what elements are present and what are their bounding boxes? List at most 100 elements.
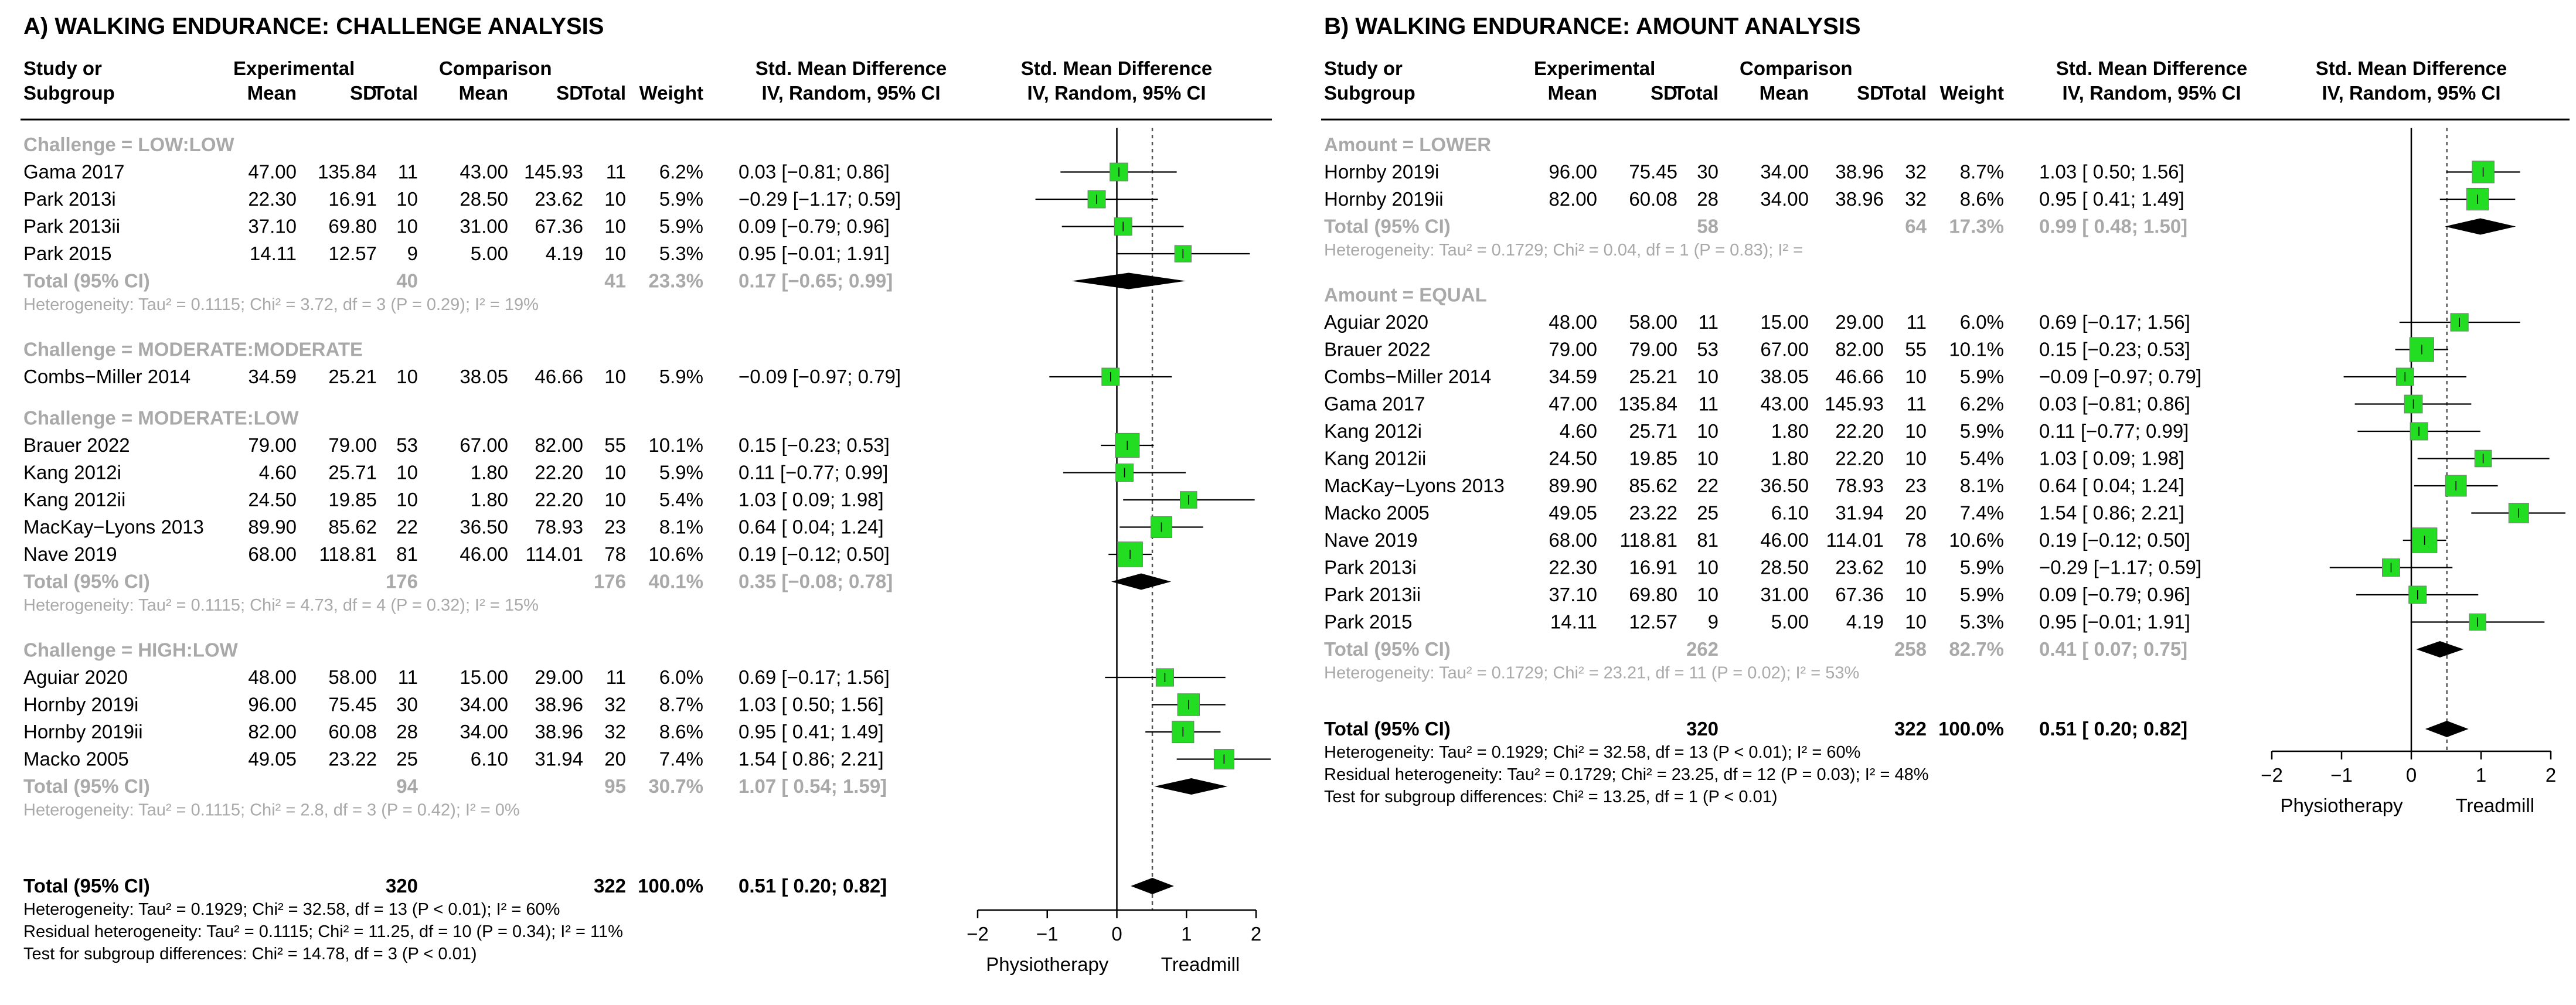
cell-c_mean: 1.80 xyxy=(471,462,508,483)
x-tick-label: −2 xyxy=(967,923,989,945)
cell-e_sd: 85.62 xyxy=(328,516,377,538)
cell-e_mean: 68.00 xyxy=(248,543,297,565)
cell-c_sd: 22.20 xyxy=(1835,448,1884,469)
cell-weight: 5.4% xyxy=(659,489,703,510)
study-name: Hornby 2019ii xyxy=(1324,188,1444,210)
x-tick-label: −2 xyxy=(2261,764,2283,786)
cell-c_sd: 78.93 xyxy=(1835,475,1884,496)
cell-e_mean: 68.00 xyxy=(1549,529,1597,551)
footer-statistic: Residual heterogeneity: Tau² = 0.1729; C… xyxy=(1324,765,1929,784)
overall-diamond xyxy=(2425,721,2469,737)
subgroup-total-label: Total (95% CI) xyxy=(1324,216,1451,237)
cell-c_n: 176 xyxy=(594,571,626,592)
header-smd: Std. Mean Difference xyxy=(756,57,947,79)
cell-e_n: 81 xyxy=(396,543,418,565)
cell-e_mean: 96.00 xyxy=(248,694,297,716)
cell-e_sd: 69.80 xyxy=(1629,584,1677,605)
cell-ci: −0.09 [−0.97; 0.79] xyxy=(739,366,901,387)
cell-ci: 0.51 [ 0.20; 0.82] xyxy=(2039,718,2187,740)
cell-e_n: 176 xyxy=(386,571,418,592)
header-study: Study or xyxy=(23,57,102,79)
cell-c_mean: 34.00 xyxy=(1760,188,1809,210)
cell-weight: 10.6% xyxy=(648,543,703,565)
cell-weight: 5.9% xyxy=(659,188,703,210)
footer-statistic: Heterogeneity: Tau² = 0.1929; Chi² = 32.… xyxy=(1324,743,1860,762)
header-comparison: Comparison xyxy=(1740,57,1853,79)
cell-weight: 5.4% xyxy=(1960,448,2004,469)
cell-e_sd: 135.84 xyxy=(318,161,377,183)
cell-c_mean: 5.00 xyxy=(471,243,508,264)
cell-e_sd: 118.81 xyxy=(319,543,377,565)
cell-e_sd: 25.21 xyxy=(328,366,377,387)
cell-c_sd: 67.36 xyxy=(1835,584,1884,605)
study-name: Gama 2017 xyxy=(23,161,124,183)
study-name: Hornby 2019ii xyxy=(23,721,143,742)
cell-e_mean: 37.10 xyxy=(1549,584,1597,605)
cell-ci: 1.54 [ 0.86; 2.21] xyxy=(739,748,884,770)
cell-c_sd: 82.00 xyxy=(535,434,583,456)
cell-c_n: 258 xyxy=(1894,638,1927,660)
study-name: Kang 2012i xyxy=(23,462,121,483)
subgroup-diamond xyxy=(1071,272,1186,289)
cell-c_n: 95 xyxy=(604,775,626,797)
cell-c_mean: 31.00 xyxy=(1760,584,1809,605)
subgroup-label: Amount = EQUAL xyxy=(1324,284,1487,306)
cell-e_sd: 25.71 xyxy=(328,462,377,483)
subgroup-total-label: Total (95% CI) xyxy=(1324,638,1451,660)
cell-c_sd: 31.94 xyxy=(1835,502,1884,524)
cell-c_sd: 46.66 xyxy=(1835,366,1884,387)
study-point-estimate xyxy=(1110,162,1128,182)
cell-c_n: 10 xyxy=(604,366,626,387)
cell-ci: −0.09 [−0.97; 0.79] xyxy=(2039,366,2201,387)
subgroup-label: Challenge = MODERATE:LOW xyxy=(23,407,300,429)
cell-c_mean: 38.05 xyxy=(1760,366,1809,387)
cell-e_mean: 4.60 xyxy=(1560,420,1597,442)
cell-c_sd: 38.96 xyxy=(1835,161,1884,183)
cell-e_n: 320 xyxy=(1686,718,1719,740)
study-name: Park 2013ii xyxy=(23,216,120,237)
header-smd: Std. Mean Difference xyxy=(2056,57,2247,79)
cell-weight: 6.2% xyxy=(659,161,703,183)
subgroup-heterogeneity: Heterogeneity: Tau² = 0.1115; Chi² = 4.7… xyxy=(23,596,539,615)
cell-weight: 5.9% xyxy=(1960,366,2004,387)
header-total: Total xyxy=(1674,82,1719,104)
cell-c_sd: 145.93 xyxy=(1825,393,1884,415)
header-weight: Weight xyxy=(1940,82,2004,104)
study-point-estimate xyxy=(2410,422,2428,441)
study-name: Nave 2019 xyxy=(1324,529,1418,551)
cell-e_sd: 75.45 xyxy=(328,694,377,716)
cell-weight: 40.1% xyxy=(648,571,703,592)
study-name: Brauer 2022 xyxy=(23,434,130,456)
study-name: Park 2013ii xyxy=(1324,584,1421,605)
cell-e_mean: 49.05 xyxy=(1549,502,1597,524)
cell-e_mean: 79.00 xyxy=(248,434,297,456)
header-plot-method: IV, Random, 95% CI xyxy=(1027,82,1206,104)
cell-c_n: 10 xyxy=(604,462,626,483)
cell-c_n: 64 xyxy=(1905,216,1927,237)
cell-e_n: 53 xyxy=(1697,339,1719,360)
cell-e_n: 10 xyxy=(1697,448,1719,469)
cell-e_mean: 24.50 xyxy=(1549,448,1597,469)
cell-c_sd: 31.94 xyxy=(535,748,583,770)
cell-e_sd: 23.22 xyxy=(1629,502,1677,524)
cell-c_sd: 22.20 xyxy=(535,462,583,483)
cell-weight: 5.9% xyxy=(659,216,703,237)
cell-weight: 30.7% xyxy=(648,775,703,797)
cell-c_n: 78 xyxy=(604,543,626,565)
cell-e_mean: 89.90 xyxy=(248,516,297,538)
cell-ci: 0.99 [ 0.48; 1.50] xyxy=(2039,216,2187,237)
cell-e_sd: 58.00 xyxy=(328,666,377,688)
cell-weight: 23.3% xyxy=(648,270,703,292)
cell-e_n: 10 xyxy=(396,489,418,510)
cell-ci: 1.07 [ 0.54; 1.59] xyxy=(739,775,887,797)
footer-statistic: Test for subgroup differences: Chi² = 14… xyxy=(23,945,477,963)
cell-c_n: 32 xyxy=(1905,161,1927,183)
cell-ci: −0.29 [−1.17; 0.59] xyxy=(2039,557,2201,578)
cell-e_sd: 12.57 xyxy=(328,243,377,264)
cell-e_mean: 22.30 xyxy=(1549,557,1597,578)
subgroup-label: Challenge = MODERATE:MODERATE xyxy=(23,339,363,360)
subgroup-heterogeneity: Heterogeneity: Tau² = 0.1729; Chi² = 0.0… xyxy=(1324,241,1803,260)
study-name: Combs−Miller 2014 xyxy=(23,366,190,387)
study-name: Park 2015 xyxy=(1324,611,1412,633)
favours-left-label: Physiotherapy xyxy=(986,953,1109,975)
